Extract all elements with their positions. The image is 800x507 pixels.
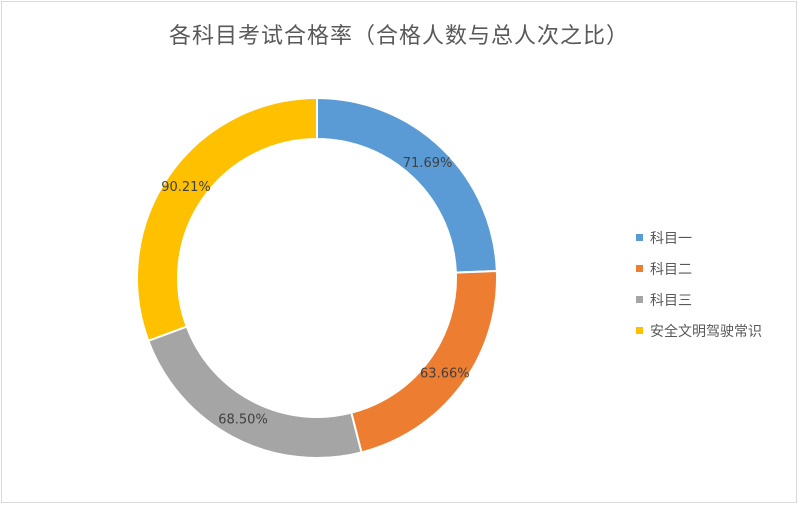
legend-label: 安全文明驾驶常识 — [650, 323, 762, 340]
data-label-3: 68.50% — [218, 412, 268, 427]
doughnut-slice-3 — [147, 325, 363, 459]
chart-title: 各科目考试合格率（合格人数与总人次之比） — [168, 24, 629, 49]
legend-swatch — [636, 234, 643, 241]
doughnut-slice-4 — [136, 96, 318, 343]
legend-item-4: 安全文明驾驶常识 — [636, 315, 762, 346]
legend-item-1: 科目一 — [636, 222, 762, 253]
data-label-1: 71.69% — [403, 156, 453, 171]
doughnut-slice-1 — [316, 96, 498, 274]
legend-swatch — [636, 296, 643, 303]
data-label-2: 63.66% — [420, 366, 470, 381]
legend-item-2: 科目二 — [636, 253, 762, 284]
legend-swatch — [636, 265, 643, 272]
legend-label: 科目二 — [650, 261, 692, 278]
data-label-4: 90.21% — [161, 180, 211, 195]
legend-label: 科目三 — [650, 292, 692, 309]
legend-item-3: 科目三 — [636, 284, 762, 315]
legend-swatch — [636, 327, 643, 334]
legend-label: 科目一 — [650, 230, 692, 247]
doughnut-slice-2 — [350, 269, 498, 454]
chart-legend: 科目一 科目二 科目三 安全文明驾驶常识 — [636, 222, 762, 346]
